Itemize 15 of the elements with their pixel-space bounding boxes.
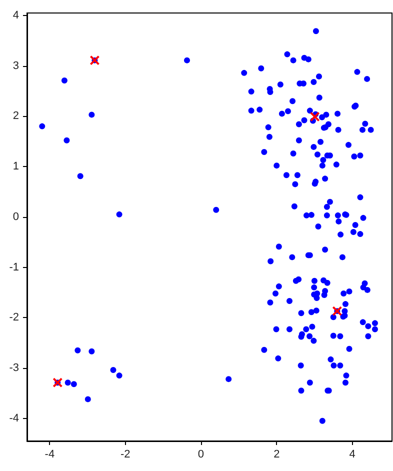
y-tick-label: -1 (9, 261, 19, 274)
y-tick-label: 4 (12, 10, 19, 22)
y-tick-label: -4 (9, 412, 19, 424)
y-tick-label: -3 (9, 362, 19, 374)
y-tick-label: 2 (12, 110, 19, 122)
x-tick-label: -4 (44, 448, 55, 460)
x-tick-label: -2 (120, 448, 130, 460)
y-tick-label: 0 (12, 210, 19, 223)
x-tick-label: 2 (274, 448, 280, 460)
x-tick-label: 4 (349, 448, 356, 460)
y-tick-label: 3 (12, 60, 19, 72)
x-tick-label: 0 (198, 448, 204, 460)
point (310, 112, 320, 122)
y-tick-label: 1 (12, 160, 19, 173)
y-tick-label: -2 (9, 312, 19, 324)
